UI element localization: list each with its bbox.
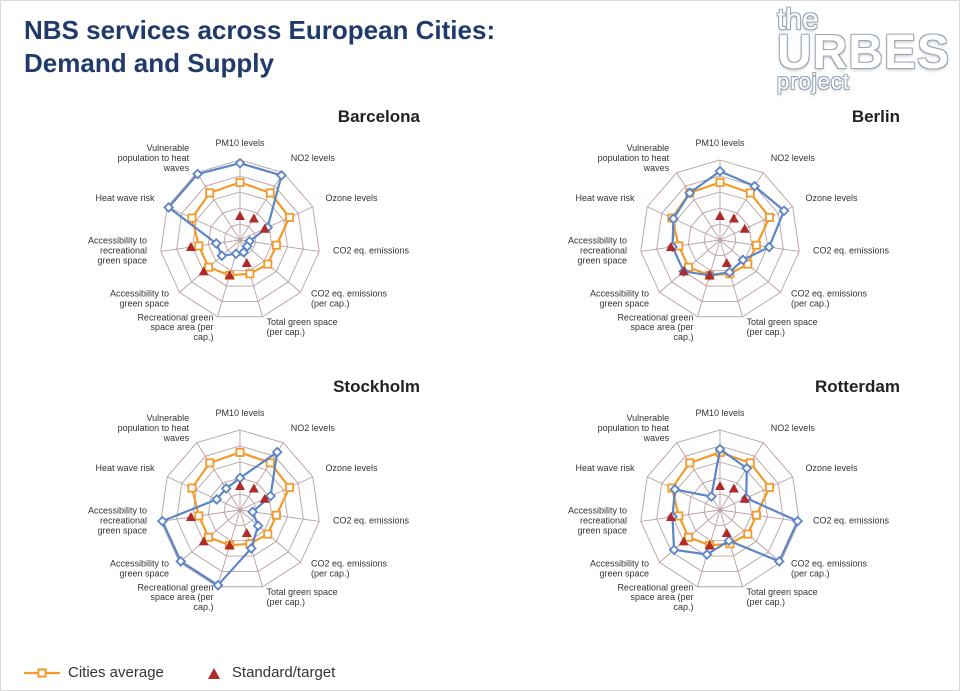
axis-label: NO2 levels [291, 423, 336, 433]
axis-label: Recreational greenspace area (percap.) [617, 582, 693, 612]
axis-label: Vulnerablepopulation to heatwaves [598, 413, 670, 443]
axis-label: Vulnerablepopulation to heatwaves [118, 143, 190, 173]
axis-label: Accessibility togreen space [110, 559, 169, 579]
title-line-2: Demand and Supply [24, 47, 495, 80]
axis-label: NO2 levels [771, 153, 816, 163]
axis-label: PM10 levels [215, 138, 265, 148]
axis-label: Accessibility togreen space [590, 289, 649, 309]
radar-charts-grid: PM10 levels NO2 levels Ozone levels CO2 eq.… [0, 100, 960, 640]
axis-label: Accessibility togreen space [590, 559, 649, 579]
axis-label: Accessibility torecreationalgreen space [568, 236, 627, 266]
radar-chart-berlin: PM10 levels NO2 levels Ozone levels CO2 eq.… [480, 100, 960, 370]
city-title: Barcelona [338, 107, 421, 126]
axis-label: PM10 levels [695, 138, 745, 148]
page-title: NBS services across European Cities: Dem… [24, 14, 495, 79]
chart-cell-stockholm: PM10 levels NO2 levels Ozone levels CO2 eq.… [0, 370, 480, 640]
city-title: Stockholm [333, 377, 420, 396]
axis-label: CO2 eq. emissions [333, 245, 410, 255]
axis-label: Ozone levels [806, 193, 859, 203]
axis-label: Heat wave risk [575, 463, 635, 473]
axis-label: Recreational greenspace area (percap.) [137, 582, 213, 612]
axis-label: Total green space(per cap.) [267, 317, 338, 337]
axis-label: NO2 levels [291, 153, 336, 163]
legend-label-cities-average: Cities average [68, 664, 164, 681]
title-line-1: NBS services across European Cities: [24, 14, 495, 47]
axis-label: Accessibility torecreationalgreen space [88, 506, 147, 536]
chart-cell-berlin: PM10 levels NO2 levels Ozone levels CO2 eq.… [480, 100, 960, 370]
axis-label: Ozone levels [326, 193, 379, 203]
axis-label: Heat wave risk [95, 463, 155, 473]
urbes-logo: the URBES project [777, 6, 950, 92]
legend: Cities average Standard/target [24, 664, 335, 681]
radar-chart-stockholm: PM10 levels NO2 levels Ozone levels CO2 eq.… [0, 370, 480, 640]
legend-marker-cities-average [24, 665, 60, 681]
chart-cell-rotterdam: PM10 levels NO2 levels Ozone levels CO2 eq.… [480, 370, 960, 640]
city-title: Rotterdam [815, 377, 900, 396]
city-title: Berlin [852, 107, 900, 126]
legend-label-standard-target: Standard/target [232, 664, 335, 681]
axis-label: Recreational greenspace area (percap.) [137, 312, 213, 342]
axis-label: Recreational greenspace area (percap.) [617, 312, 693, 342]
axis-label: Accessibility torecreationalgreen space [568, 506, 627, 536]
radar-chart-barcelona: PM10 levels NO2 levels Ozone levels CO2 eq.… [0, 100, 480, 370]
axis-label: Heat wave risk [95, 193, 155, 203]
legend-item-standard-target: Standard/target [204, 664, 335, 681]
chart-cell-barcelona: PM10 levels NO2 levels Ozone levels CO2 eq.… [0, 100, 480, 370]
legend-item-cities-average: Cities average [24, 664, 164, 681]
axis-label: CO2 eq. emissions(per cap.) [791, 289, 868, 309]
axis-label: Total green space(per cap.) [747, 317, 818, 337]
axis-label: Ozone levels [326, 463, 379, 473]
axis-label: Total green space(per cap.) [267, 587, 338, 607]
axis-label: Vulnerablepopulation to heatwaves [598, 143, 670, 173]
radar-chart-rotterdam: PM10 levels NO2 levels Ozone levels CO2 eq.… [480, 370, 960, 640]
axis-label: Heat wave risk [575, 193, 635, 203]
axis-label: CO2 eq. emissions [813, 515, 890, 525]
axis-label: CO2 eq. emissions(per cap.) [311, 289, 388, 309]
axis-label: CO2 eq. emissions [333, 515, 410, 525]
axis-label: CO2 eq. emissions [813, 245, 890, 255]
axis-label: PM10 levels [215, 408, 265, 418]
axis-label: Accessibility togreen space [110, 289, 169, 309]
axis-label: NO2 levels [771, 423, 816, 433]
axis-label: Ozone levels [806, 463, 859, 473]
axis-label: Total green space(per cap.) [747, 587, 818, 607]
axis-label: CO2 eq. emissions(per cap.) [791, 559, 868, 579]
axis-label: PM10 levels [695, 408, 745, 418]
axis-label: Vulnerablepopulation to heatwaves [118, 413, 190, 443]
axis-label: Accessibility torecreationalgreen space [88, 236, 147, 266]
legend-marker-standard-target [204, 665, 224, 681]
logo-line-2: URBES [777, 31, 950, 74]
axis-label: CO2 eq. emissions(per cap.) [311, 559, 388, 579]
